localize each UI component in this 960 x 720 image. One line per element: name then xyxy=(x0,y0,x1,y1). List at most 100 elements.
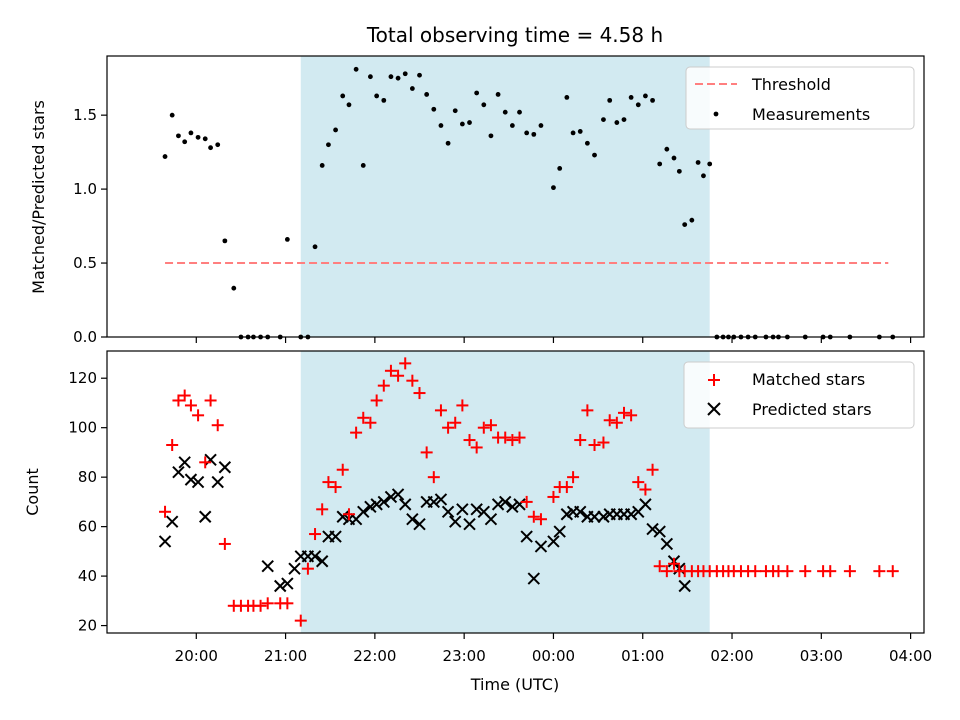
predicted-stars-point xyxy=(470,503,483,516)
matched-stars-point xyxy=(406,374,419,387)
matched-stars-point xyxy=(603,414,616,427)
measurement-point xyxy=(592,152,597,158)
matched-stars-point xyxy=(294,614,307,627)
measurement-point xyxy=(169,112,175,118)
predicted-stars-point xyxy=(660,537,674,551)
legend-predicted-swatch xyxy=(707,402,721,416)
measurement-point xyxy=(438,123,444,128)
measurement-point xyxy=(509,123,515,128)
matched-stars-point xyxy=(534,513,547,526)
matched-stars-point xyxy=(484,419,497,432)
measurement-point xyxy=(551,185,556,191)
measurement-point xyxy=(676,168,682,174)
y-tick-label: 120 xyxy=(68,369,97,387)
measurement-point xyxy=(360,163,366,168)
predicted-stars-point xyxy=(678,579,691,593)
y-tick-label: 1.5 xyxy=(73,106,97,124)
matched-stars-point xyxy=(357,411,370,424)
x-tick-label: 04:00 xyxy=(889,647,932,665)
measurement-point xyxy=(417,72,422,78)
matched-stars-point xyxy=(506,434,519,447)
matched-stars-point xyxy=(316,503,329,516)
measurement-point xyxy=(182,139,188,145)
y-tick-label: 60 xyxy=(78,518,97,536)
bottom-panel-frame xyxy=(106,350,925,634)
bottom-y-axis-label: Count xyxy=(23,468,42,516)
predicted-stars-point xyxy=(158,535,172,548)
measurement-point xyxy=(474,90,480,96)
bottom-y-ticks: 20 40 60 80 100 120 xyxy=(68,369,107,635)
matched-stars-point xyxy=(886,565,899,578)
matched-stars-point xyxy=(309,528,322,541)
measurement-point xyxy=(621,117,627,122)
measurement-point xyxy=(381,97,387,103)
predicted-stars-point xyxy=(165,515,179,528)
matched-stars-point xyxy=(218,537,231,550)
predicted-stars-point xyxy=(646,522,659,536)
matched-stars-point xyxy=(617,406,630,419)
matched-stars-point xyxy=(364,416,377,429)
measurement-point xyxy=(601,117,606,122)
matched-stars-point xyxy=(660,565,673,578)
top-x-ticks xyxy=(195,337,912,343)
predicted-stars-point xyxy=(377,495,391,509)
predicted-stars-point xyxy=(191,475,205,489)
matched-stars-point xyxy=(470,441,483,454)
measurement-point xyxy=(517,109,522,115)
y-tick-label: 0.5 xyxy=(73,254,97,272)
matched-stars-point xyxy=(625,409,638,422)
matched-stars-point xyxy=(653,560,666,573)
matched-stars-point xyxy=(520,495,533,508)
predicted-stars-point xyxy=(391,488,405,501)
matched-stars-point xyxy=(377,379,390,392)
measurement-point xyxy=(222,238,228,244)
measurement-point xyxy=(215,142,221,148)
measurement-point xyxy=(333,127,338,133)
x-tick-label: 23:00 xyxy=(443,647,486,665)
measurement-point xyxy=(162,154,168,159)
measurement-point xyxy=(312,244,318,250)
measurement-point xyxy=(524,130,530,136)
x-tick-label: 02:00 xyxy=(710,647,753,665)
predicted-stars-point xyxy=(534,540,548,553)
predicted-stars-point xyxy=(427,495,441,509)
top-panel: 0.0 0.5 1.0 1.5 Matched/Predicted stars Thr… xyxy=(29,55,925,346)
observing-window-shade-bottom xyxy=(300,351,710,633)
legend-threshold-label: Threshold xyxy=(751,75,831,94)
measurement-point xyxy=(402,71,408,77)
matched-stars-point xyxy=(560,481,573,494)
predicted-stars-point xyxy=(653,525,666,538)
matched-stars-point xyxy=(547,490,560,503)
top-panel-marks xyxy=(162,66,896,340)
measurement-point xyxy=(452,108,458,114)
matched-stars-point xyxy=(781,565,794,578)
predicted-stars-point xyxy=(491,498,505,511)
measurement-point xyxy=(388,74,394,80)
measurement-point xyxy=(557,166,563,171)
matched-stars-point xyxy=(527,510,540,523)
top-legend: Threshold Measurements xyxy=(685,66,915,130)
measurement-point xyxy=(689,217,695,223)
matched-stars-point xyxy=(581,404,594,417)
measurement-point xyxy=(353,66,359,72)
matched-stars-point xyxy=(204,394,217,407)
measurement-point xyxy=(584,140,590,146)
predicted-stars-point xyxy=(520,530,533,543)
observing-window-shade-top xyxy=(300,56,710,337)
predicted-stars-point xyxy=(211,475,224,489)
predicted-stars-point xyxy=(357,505,370,518)
matched-stars-point xyxy=(322,476,335,489)
matched-stars-point xyxy=(178,389,191,402)
predicted-stars-point xyxy=(456,503,469,516)
y-tick-label: 20 xyxy=(78,617,97,635)
matched-stars-point xyxy=(799,565,812,578)
bottom-panel: 20 40 60 80 100 120 20:00 21:00 22:00 23:00 00:00… xyxy=(23,350,932,694)
x-axis-label: Time (UTC) xyxy=(470,675,559,694)
predicted-stars-point xyxy=(178,456,191,469)
matched-stars-point xyxy=(567,471,580,484)
matched-stars-point xyxy=(873,565,886,578)
matched-stars-point xyxy=(574,434,587,447)
top-y-ticks: 0.0 0.5 1.0 1.5 xyxy=(73,106,107,346)
y-tick-label: 40 xyxy=(78,567,97,585)
matched-stars-point xyxy=(449,416,462,429)
